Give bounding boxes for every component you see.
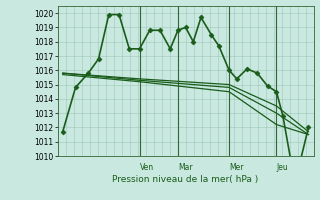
Text: Mer: Mer [229, 163, 244, 172]
Text: Ven: Ven [140, 163, 154, 172]
X-axis label: Pression niveau de la mer( hPa ): Pression niveau de la mer( hPa ) [112, 175, 259, 184]
Text: Jeu: Jeu [276, 163, 288, 172]
Text: Mar: Mar [178, 163, 193, 172]
